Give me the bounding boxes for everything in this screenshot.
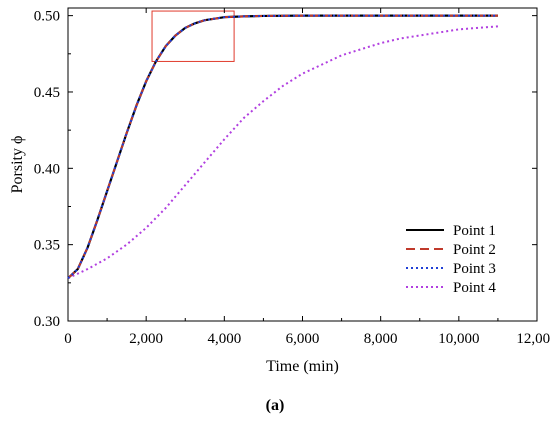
series-line-point-4 (67, 25, 498, 280)
zoom-highlight-box (151, 10, 235, 62)
legend: Point 1 Point 2 Point 3 Point 4 (406, 223, 496, 296)
legend-label: Point 3 (453, 261, 496, 277)
axes-layer: 0 2,000 4,000 6,000 8,000 10,000 12,000 0.30 0.3… (34, 8, 550, 347)
highlight-layer (151, 10, 235, 62)
y-tick-label: 0.45 (34, 85, 60, 101)
y-tick-label: 0.40 (34, 161, 60, 177)
y-tick-label: 0.30 (34, 314, 60, 330)
y-tick-label: 0.50 (34, 9, 60, 25)
x-tick-label: 2,000 (129, 331, 163, 347)
x-tick-label: 10,000 (438, 331, 479, 347)
y-tick-label: 0.35 (34, 238, 60, 254)
series-layer (67, 14, 498, 280)
series-line-point-3 (67, 14, 498, 279)
legend-label: Point 1 (453, 223, 496, 239)
x-axis-label: Time (min) (266, 358, 339, 375)
x-tick-label: 6,000 (286, 331, 320, 347)
legend-label: Point 2 (453, 242, 496, 258)
x-tick-label: 8,000 (364, 331, 398, 347)
figure-caption: (a) (266, 397, 285, 414)
x-tick-label: 0 (64, 331, 72, 347)
y-axis-label: Porsity ϕ (9, 136, 26, 194)
x-tick-label: 4,000 (207, 331, 241, 347)
legend-label: Point 4 (453, 280, 496, 296)
x-tick-label: 12,000 (516, 331, 550, 347)
